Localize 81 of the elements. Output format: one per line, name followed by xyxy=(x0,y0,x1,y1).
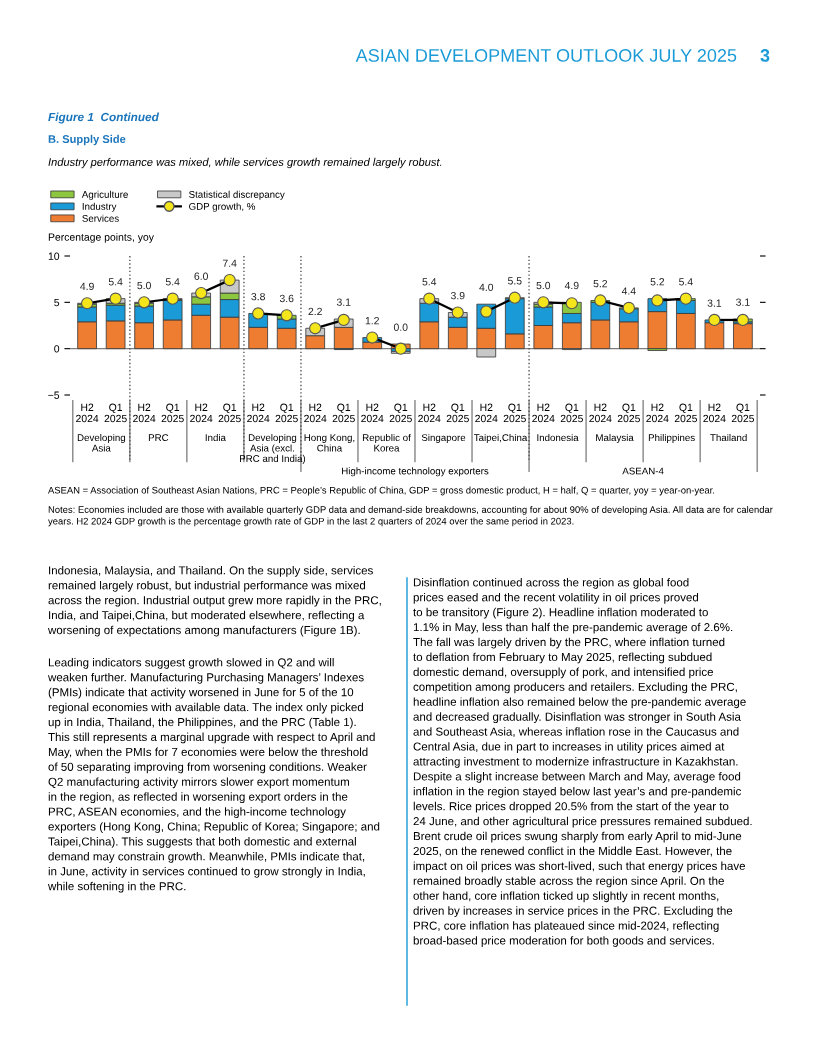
data-label: 4.9 xyxy=(80,282,94,291)
x-tick-label: H2 2024 xyxy=(247,403,270,423)
legend-label: GDP growth, % xyxy=(189,202,256,212)
text: Thailand xyxy=(710,433,747,442)
text: ASEAN = Association of Southeast Asian Nations, PRC = People’s Republic of China, GDP = gross domestic product, H = half, Q = quarter, yoy = year-on-year. xyxy=(48,486,715,496)
data-label: 5.5 xyxy=(507,277,522,285)
x-tick-label: Q1 2025 xyxy=(617,403,640,423)
data-label: 5.2 xyxy=(593,279,608,288)
x-tick-label: Q1 2025 xyxy=(104,403,127,423)
text: Malaysia xyxy=(596,433,634,443)
x-tick-label: H2 2024 xyxy=(532,403,555,423)
x-tick-label: H2 2024 xyxy=(361,403,384,423)
text: Taipei,China xyxy=(474,433,528,443)
data-label: 3.6 xyxy=(279,294,294,303)
x-tick-label: Q1 2025 xyxy=(389,403,412,423)
x-tick-label: Q1 2025 xyxy=(446,403,469,423)
text: ASIAN DEVELOPMENT OUTLOOK JULY 2025 xyxy=(355,49,737,62)
data-label: 5.4 xyxy=(422,278,437,286)
text: Disinflation continued across the region as global food prices eased and the recent volatility in oil prices proved to be transitory (Figure 2). Headline inflation moderated to 1.1% in May, less than half the pre-pandemic average of 2.6%. The fall was largely driven by the PRC, where inflation turned to deflation from February to May 2025, reflecting subdued domestic demand, oversupply of pork, and intensified price competition among producers and retailers. Excluding the PRC, headline inflation also remained below the pre-pandemic average and decreased gradually. Disinflation was stronger in South Asia and Southeast Asia, whereas inflation rose in the Caucasus and Central Asia, due in part to increases in utility prices aimed at attracting investment to modernize infrastructure in Kazakhstan. Despite a slight increase between March and May, average food inflation in the region stayed below last year’s and pre-pandemic levels. Rice prices dropped 20.5% from the start of the year to 24 June, and other agricultural price pressures remained subdued. Brent crude oil prices swung sharply from early April to mid-June 2025, on the renewed conflict in the Middle East. However, the impact on oil prices was short-lived, such that energy prices have remained broadly stable across the region since April. On the other hand, core inflation ticked up slightly in recent months, driven by increases in service prices in the PRC. Excluding the PRC, core inflation has plateaued since mid-2024, reflecting broad-based price moderation for both goods and services. xyxy=(413,578,752,947)
data-label: 5.2 xyxy=(650,278,665,286)
data-label: 4.0 xyxy=(479,283,494,292)
data-label: 4.4 xyxy=(621,287,636,295)
data-label: 7.4 xyxy=(222,259,237,267)
caption: Figure 1 Continued xyxy=(48,112,160,124)
y-tick-label: 5 xyxy=(54,298,60,307)
x-tick-label: Q1 2025 xyxy=(218,403,241,423)
text: Indonesia, Malaysia, and Thailand. On the supply side, services remained largely robust, but industrial performance was mixed across the region. Industrial output grew more rapidly in the PRC, India, and Taipei,China, but moderated elsewhere, reflecting a worsening of expectations among manufacturers (Figure 1B). xyxy=(47,566,381,637)
text: Leading indicators suggest growth slowed in Q2 and will weaken further. Manufacturing Purchasing Managers’ Indexes (PMIs) indicate that activity worsened in June for 5 of the 10 regional economies with available data. The index only picked up in India, Thailand, the Philippines, and the PRC (Table 1). This still represents a marginal upgrade with respect to April and May, when the PMIs for 7 economies were below the threshold of 50 separating improving from worsening conditions. Weaker Q2 manufacturing activity mirrors slower export momentum in the region, as reflected in worsening export orders in the PRC, ASEAN economies, and the high-income technology exporters (Hong Kong, China; Republic of Korea; Singapore; and Taipei,China). This suggests that both domestic and external demand may constrain growth. Meanwhile, PMIs indicate that, in June, activity in services continued to grow strongly in India, while softening in the PRC. xyxy=(47,658,380,893)
data-label: 6.0 xyxy=(194,272,208,280)
text: Republic of Korea xyxy=(362,433,411,452)
x-tick-label: Q1 2025 xyxy=(332,403,355,423)
x-tick-label: H2 2024 xyxy=(703,403,726,423)
text: India xyxy=(205,433,226,442)
text: Singapore xyxy=(421,433,466,443)
x-tick-label: H2 2024 xyxy=(418,403,441,423)
x-tick-label: Q1 2025 xyxy=(731,403,755,423)
x-tick-label: H2 2024 xyxy=(76,403,99,423)
x-tick-label: Q1 2025 xyxy=(503,403,526,423)
legend-label: Statistical discrepancy xyxy=(189,190,285,200)
y-axis-title: Percentage points, yoy xyxy=(48,233,154,243)
legend-label: Services xyxy=(82,214,119,222)
data-label: 3.1 xyxy=(736,298,750,306)
x-tick-label: Q1 2025 xyxy=(560,403,583,423)
data-label: 5.4 xyxy=(108,278,123,286)
text: 3 xyxy=(760,49,770,62)
text: Notes: Economies included are those with available quarterly GDP data and demand-side breakdowns, accounting for about 90% of developing Asia. All data are for calendar years. H2 2024 GDP growth is the percentage growth rate of GDP in the last 2 quarters of 2024 over the same period in 2023. xyxy=(48,506,773,527)
x-tick-label: Q1 2025 xyxy=(275,403,298,423)
x-tick-label: H2 2024 xyxy=(304,403,327,423)
data-label: 3.1 xyxy=(707,299,722,307)
text: High-income technology exporters xyxy=(342,467,489,477)
x-tick-label: H2 2024 xyxy=(589,403,612,423)
text: Developing Asia xyxy=(77,433,126,452)
y-tick-label: 10 xyxy=(48,252,60,260)
data-label: 5.4 xyxy=(165,278,180,286)
data-label: 5.4 xyxy=(679,278,693,286)
x-tick-label: H2 2024 xyxy=(646,403,669,423)
legend-label: Agriculture xyxy=(81,190,128,200)
legend-label: Industry xyxy=(82,202,117,212)
data-label: 2.2 xyxy=(308,307,322,316)
data-label: 3.1 xyxy=(336,298,351,306)
x-tick-label: H2 2024 xyxy=(475,403,498,423)
text: Indonesia xyxy=(537,433,579,442)
chart-subtitle: Industry performance was mixed, while services growth remained largely robust. xyxy=(48,157,442,169)
text: Philippines xyxy=(648,433,695,443)
data-label: 1.2 xyxy=(365,317,379,325)
text: PRC xyxy=(148,434,169,442)
y-tick-label: −5 xyxy=(48,391,60,399)
data-label: 5.0 xyxy=(137,281,151,290)
data-label: 0.0 xyxy=(393,323,408,331)
text: ASEAN-4 xyxy=(622,467,664,475)
chart-title: B. Supply Side xyxy=(48,134,126,146)
y-tick-label: 0 xyxy=(54,345,60,353)
x-tick-label: H2 2024 xyxy=(133,403,156,423)
data-label: 5.0 xyxy=(536,281,551,290)
data-label: 4.9 xyxy=(564,281,579,290)
data-label: 3.8 xyxy=(251,292,265,301)
x-tick-label: Q1 2025 xyxy=(161,403,184,423)
text: Hong Kong, China xyxy=(304,434,355,452)
x-tick-label: Q1 2025 xyxy=(674,403,698,423)
x-tick-label: H2 2024 xyxy=(190,403,213,423)
data-label: 3.9 xyxy=(450,291,465,300)
